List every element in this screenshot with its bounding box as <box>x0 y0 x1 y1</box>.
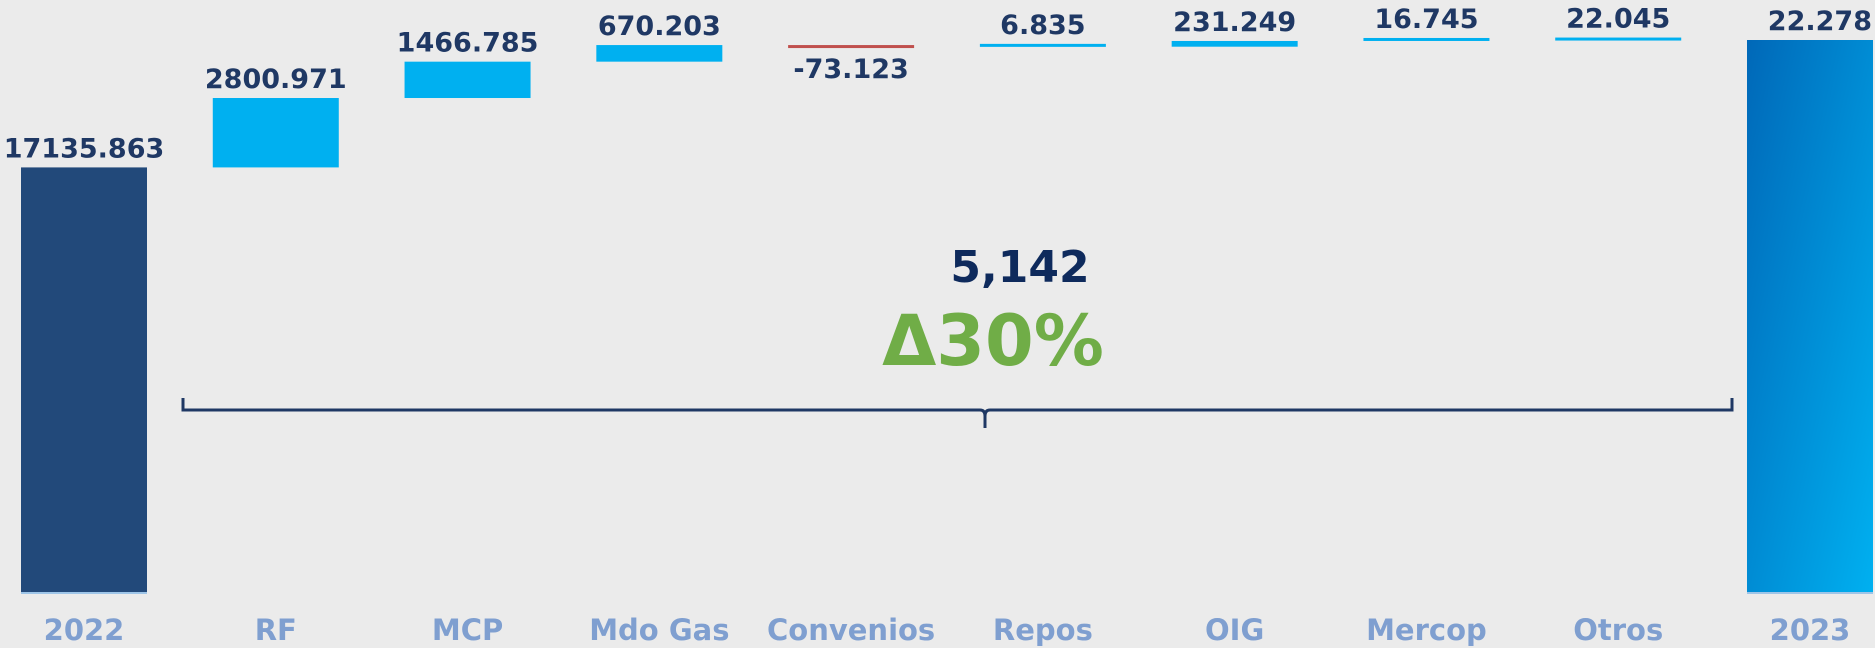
value-label: 1466.785 <box>397 28 539 59</box>
bar <box>404 61 531 99</box>
value-label: 22.045 <box>1566 4 1670 35</box>
x-tick-label: RF <box>255 613 297 647</box>
delta-value: 5,142 <box>950 242 1089 293</box>
value-label: -73.123 <box>793 54 908 85</box>
bar <box>1555 37 1682 41</box>
bar-base <box>21 592 147 594</box>
value-label: 22.278 <box>1768 6 1872 37</box>
x-tick-label: 2022 <box>44 613 125 647</box>
bar <box>21 167 147 592</box>
value-label: 670.203 <box>598 11 721 42</box>
bar <box>788 45 915 49</box>
x-tick-label: Otros <box>1573 613 1663 647</box>
bar <box>212 98 339 168</box>
x-tick-label: Mercop <box>1366 613 1487 647</box>
delta-percent: Δ30% <box>882 300 1104 382</box>
bar <box>596 45 723 62</box>
value-label: 6.835 <box>1000 10 1085 41</box>
x-tick-label: Convenios <box>767 613 935 647</box>
value-label: 231.249 <box>1173 7 1296 38</box>
brace <box>181 398 1734 428</box>
bar <box>1171 40 1298 47</box>
x-tick-label: Mdo Gas <box>589 613 729 647</box>
x-tick-label: Repos <box>993 613 1093 647</box>
x-tick-label: MCP <box>432 613 503 647</box>
bar-base <box>1747 592 1873 594</box>
bar <box>979 43 1106 47</box>
bar <box>1363 37 1490 41</box>
value-label: 17135.863 <box>4 133 165 164</box>
x-tick-label: 2023 <box>1770 613 1851 647</box>
x-tick-label: OIG <box>1205 613 1264 647</box>
value-label: 2800.971 <box>205 64 347 95</box>
value-label: 16.745 <box>1374 4 1478 35</box>
bar <box>1747 40 1873 592</box>
